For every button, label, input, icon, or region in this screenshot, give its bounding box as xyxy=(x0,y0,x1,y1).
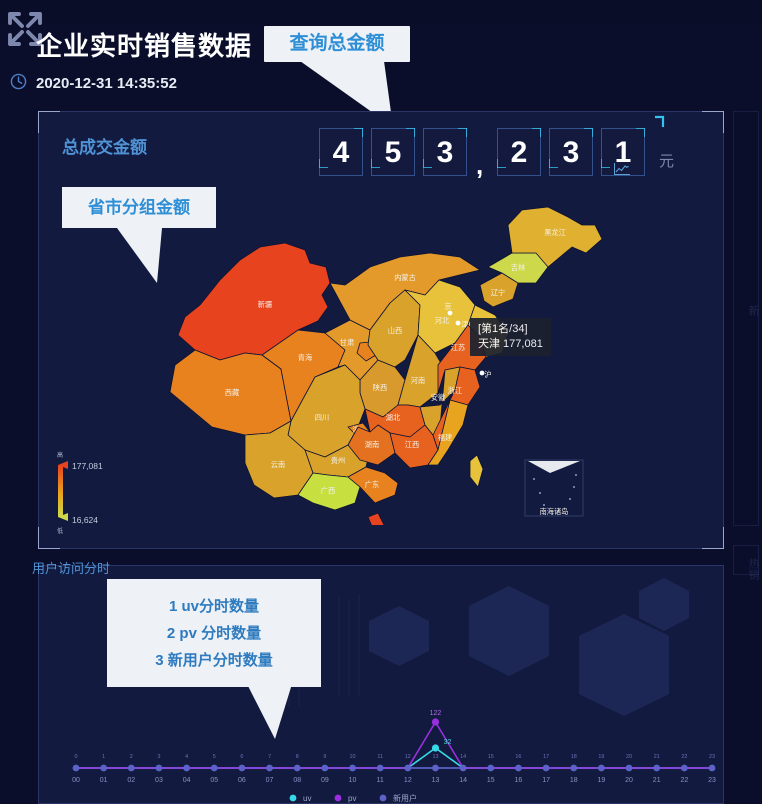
svg-text:5: 5 xyxy=(213,754,216,760)
svg-text:16: 16 xyxy=(515,754,521,760)
svg-text:10: 10 xyxy=(349,777,357,784)
svg-text:南海诸岛: 南海诸岛 xyxy=(540,507,569,516)
svg-text:湖南: 湖南 xyxy=(365,440,379,449)
svg-text:江苏: 江苏 xyxy=(451,343,465,352)
svg-text:15: 15 xyxy=(487,777,495,784)
svg-text:4: 4 xyxy=(185,754,188,760)
svg-text:辽宁: 辽宁 xyxy=(491,288,505,297)
svg-text:08: 08 xyxy=(293,777,301,784)
svg-text:17: 17 xyxy=(543,754,549,760)
svg-text:12: 12 xyxy=(405,754,411,760)
svg-text:陕西: 陕西 xyxy=(373,383,387,392)
svg-text:1: 1 xyxy=(102,754,105,760)
svg-text:23: 23 xyxy=(709,754,715,760)
svg-text:09: 09 xyxy=(321,777,329,784)
svg-text:湖北: 湖北 xyxy=(386,413,400,422)
svg-text:19: 19 xyxy=(597,777,605,784)
svg-text:黑龙江: 黑龙江 xyxy=(544,228,566,237)
svg-text:广西: 广西 xyxy=(321,486,335,495)
svg-text:河北: 河北 xyxy=(435,316,449,325)
svg-text:贵州: 贵州 xyxy=(331,456,345,465)
svg-text:河南: 河南 xyxy=(411,376,425,385)
svg-text:甘肃: 甘肃 xyxy=(340,338,354,347)
svg-text:22: 22 xyxy=(680,777,688,784)
svg-text:17: 17 xyxy=(542,777,550,784)
svg-text:01: 01 xyxy=(100,777,108,784)
svg-text:西藏: 西藏 xyxy=(225,388,239,397)
svg-text:13: 13 xyxy=(432,754,438,760)
svg-text:9: 9 xyxy=(323,754,326,760)
svg-text:19: 19 xyxy=(598,754,604,760)
svg-text:3: 3 xyxy=(157,754,160,760)
svg-text:2: 2 xyxy=(130,754,133,760)
svg-text:22: 22 xyxy=(681,754,687,760)
svg-text:21: 21 xyxy=(653,777,661,784)
svg-text:12: 12 xyxy=(404,777,412,784)
svg-text:云南: 云南 xyxy=(271,460,285,469)
svg-text:20: 20 xyxy=(626,754,632,760)
svg-text:新用户: 新用户 xyxy=(393,793,417,803)
svg-text:16,624: 16,624 xyxy=(72,515,98,525)
svg-text:uv: uv xyxy=(303,794,311,803)
svg-text:23: 23 xyxy=(708,777,716,784)
svg-text:11: 11 xyxy=(377,754,383,760)
svg-text:低: 低 xyxy=(57,527,63,535)
svg-text:18: 18 xyxy=(570,777,578,784)
svg-text:10: 10 xyxy=(350,754,356,760)
svg-text:四川: 四川 xyxy=(315,413,329,422)
svg-text:21: 21 xyxy=(654,754,660,760)
svg-text:14: 14 xyxy=(459,777,467,784)
svg-text:0: 0 xyxy=(75,754,78,760)
svg-text:13: 13 xyxy=(432,777,440,784)
svg-text:20: 20 xyxy=(625,777,633,784)
svg-text:新疆: 新疆 xyxy=(258,300,272,309)
svg-text:浙江: 浙江 xyxy=(448,386,462,395)
svg-text:高: 高 xyxy=(57,451,63,459)
svg-text:07: 07 xyxy=(266,777,274,784)
svg-text:04: 04 xyxy=(183,777,191,784)
svg-text:吉林: 吉林 xyxy=(511,263,525,272)
svg-text:11: 11 xyxy=(377,777,384,784)
svg-text:15: 15 xyxy=(488,754,494,760)
svg-text:山西: 山西 xyxy=(388,326,402,335)
svg-text:青海: 青海 xyxy=(298,353,312,362)
svg-text:pv: pv xyxy=(348,794,356,803)
svg-text:14: 14 xyxy=(460,754,466,760)
svg-text:京: 京 xyxy=(444,302,451,311)
svg-text:122: 122 xyxy=(430,710,442,717)
svg-text:06: 06 xyxy=(238,777,246,784)
svg-text:7: 7 xyxy=(268,754,271,760)
svg-text:16: 16 xyxy=(515,777,523,784)
svg-text:6: 6 xyxy=(240,754,243,760)
svg-text:沪: 沪 xyxy=(484,370,491,379)
svg-text:177,081: 177,081 xyxy=(72,461,103,471)
svg-text:内蒙古: 内蒙古 xyxy=(394,273,416,282)
svg-text:8: 8 xyxy=(296,754,299,760)
svg-text:00: 00 xyxy=(72,777,80,784)
svg-text:福建: 福建 xyxy=(438,433,452,442)
svg-text:32: 32 xyxy=(444,739,452,746)
svg-text:05: 05 xyxy=(210,777,218,784)
svg-text:广东: 广东 xyxy=(365,480,379,489)
svg-text:江西: 江西 xyxy=(405,440,419,449)
svg-text:18: 18 xyxy=(571,754,577,760)
svg-text:安徽: 安徽 xyxy=(431,393,446,402)
svg-text:02: 02 xyxy=(127,777,135,784)
svg-text:03: 03 xyxy=(155,777,163,784)
